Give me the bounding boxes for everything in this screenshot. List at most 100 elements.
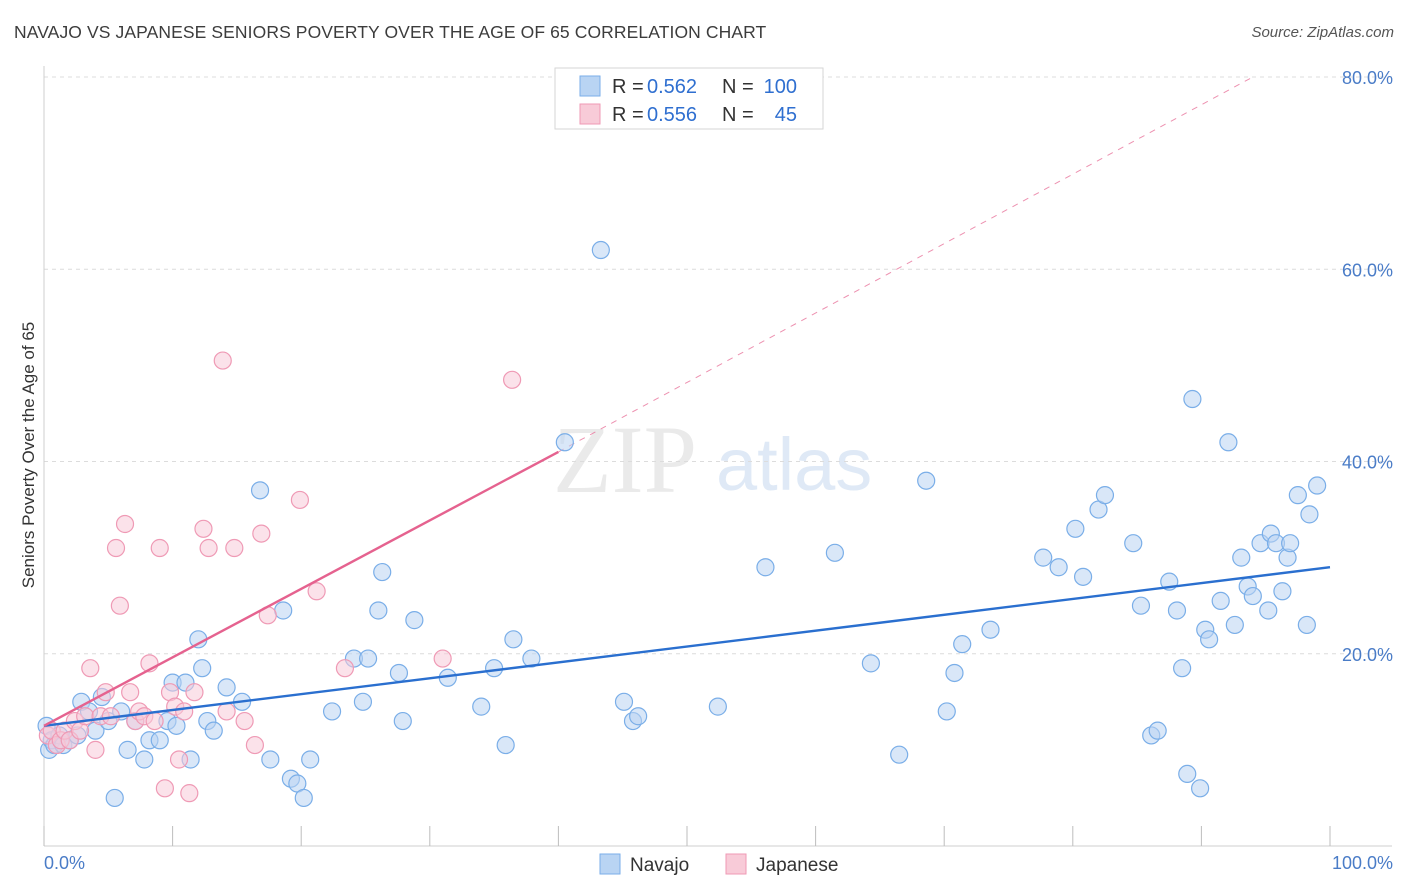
point-navajo-28 (204, 721, 223, 740)
point-japanese-17 (121, 683, 140, 702)
legend-r-japanese: 0.556 (647, 104, 697, 126)
point-navajo-89 (1232, 548, 1251, 567)
series-legend: Navajo Japanese (599, 853, 838, 876)
point-japanese-10 (86, 740, 105, 759)
point-navajo-66 (953, 635, 972, 654)
x-tick-label-min: 0.0% (44, 853, 85, 873)
point-navajo-52 (522, 649, 541, 668)
legend-swatch-navajo (579, 75, 601, 97)
point-japanese-44 (503, 370, 522, 389)
legend-r-label-japanese: R = (612, 104, 644, 126)
trend-lines-solid (43, 450, 1331, 728)
point-navajo-29 (217, 678, 236, 697)
point-japanese-23 (150, 538, 169, 558)
point-navajo-33 (274, 601, 293, 620)
point-japanese-27 (169, 750, 189, 769)
point-navajo-87 (1219, 433, 1238, 452)
point-japanese-40 (290, 490, 310, 510)
point-japanese-33 (213, 351, 232, 370)
point-navajo-65 (945, 663, 964, 683)
point-japanese-16 (115, 514, 135, 534)
point-navajo-44 (389, 663, 409, 683)
point-navajo-69 (1049, 558, 1068, 577)
point-navajo-83 (1191, 779, 1210, 798)
point-japanese-35 (225, 538, 244, 558)
y-tick-label-20: 20.0% (1342, 645, 1393, 665)
point-navajo-13 (105, 788, 124, 808)
point-navajo-41 (358, 649, 378, 668)
point-navajo-81 (1178, 764, 1197, 784)
point-navajo-96 (1273, 582, 1292, 601)
point-navajo-51 (504, 630, 523, 649)
point-navajo-59 (756, 558, 775, 577)
point-navajo-85 (1200, 630, 1219, 649)
bottom-legend-swatch-navajo (599, 853, 621, 875)
point-japanese-29 (180, 784, 199, 803)
axes (43, 66, 1392, 847)
point-navajo-102 (1300, 505, 1319, 524)
point-japanese-31 (194, 519, 213, 538)
point-japanese-15 (110, 596, 129, 615)
point-navajo-54 (591, 240, 610, 260)
tick-labels: 20.0% 40.0% 60.0% 80.0% 0.0% 100.0% (44, 68, 1393, 873)
point-navajo-61 (861, 654, 880, 673)
point-japanese-22 (145, 711, 164, 731)
point-navajo-49 (485, 659, 504, 678)
point-japanese-14 (106, 538, 126, 558)
point-navajo-58 (708, 697, 727, 716)
point-navajo-73 (1095, 486, 1115, 505)
point-navajo-19 (150, 731, 169, 750)
y-tick-label-80: 80.0% (1342, 68, 1393, 88)
point-navajo-38 (322, 702, 342, 721)
point-navajo-86 (1211, 591, 1230, 610)
trend-extension-japanese (558, 76, 1254, 453)
legend-r-navajo: 0.562 (647, 76, 697, 98)
point-navajo-77 (1148, 721, 1167, 740)
point-navajo-99 (1288, 486, 1307, 505)
point-navajo-37 (301, 750, 320, 769)
point-navajo-46 (405, 611, 424, 630)
point-navajo-60 (825, 543, 844, 562)
point-navajo-48 (472, 697, 491, 716)
point-navajo-42 (369, 601, 388, 620)
legend-r-label-navajo: R = (612, 76, 644, 98)
point-navajo-40 (353, 692, 373, 711)
gridlines (44, 76, 1392, 655)
legend-n-japanese: 45 (775, 104, 797, 126)
point-navajo-93 (1259, 601, 1278, 620)
point-navajo-100 (1297, 615, 1316, 635)
point-navajo-62 (890, 745, 909, 764)
y-axis-label: Seniors Poverty Over the Age of 65 (19, 322, 38, 588)
point-navajo-68 (1034, 548, 1053, 567)
chart-title: NAVAJO VS JAPANESE SENIORS POVERTY OVER … (14, 22, 767, 42)
point-japanese-9 (81, 659, 100, 678)
chart-source: Source: ZipAtlas.com (1251, 24, 1394, 41)
point-navajo-64 (937, 702, 956, 721)
point-japanese-28 (175, 702, 194, 721)
point-navajo-15 (118, 740, 137, 759)
watermark: ZIP atlas (553, 406, 872, 513)
point-japanese-36 (235, 711, 254, 731)
point-japanese-38 (252, 524, 271, 543)
stats-legend: R = 0.562 N = 100 R = 0.556 N = 45 (554, 67, 824, 130)
bottom-legend-navajo: Navajo (630, 855, 689, 876)
point-japanese-43 (433, 649, 452, 668)
point-japanese-32 (199, 538, 218, 558)
point-japanese-42 (335, 659, 355, 678)
point-navajo-55 (614, 692, 634, 711)
trend-line-navajo (43, 566, 1331, 728)
point-japanese-24 (155, 779, 174, 798)
point-navajo-36 (294, 788, 313, 808)
point-japanese-41 (307, 582, 326, 601)
x-tick-label-max: 100.0% (1332, 853, 1393, 873)
point-navajo-75 (1131, 596, 1151, 615)
y-tick-label-40: 40.0% (1342, 453, 1393, 473)
point-navajo-26 (193, 659, 212, 678)
trend-lines (558, 76, 1254, 453)
point-navajo-57 (629, 707, 648, 726)
svg-text:atlas: atlas (716, 423, 872, 506)
point-navajo-22 (167, 716, 186, 735)
point-navajo-50 (496, 735, 515, 755)
point-navajo-32 (261, 750, 280, 769)
